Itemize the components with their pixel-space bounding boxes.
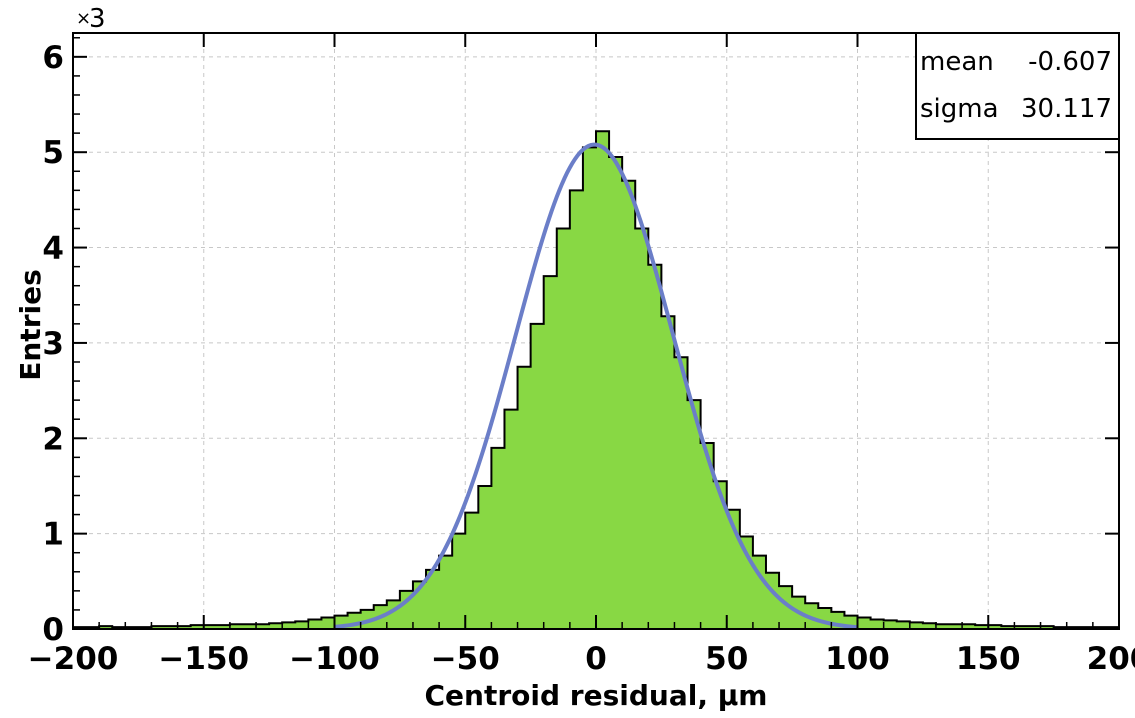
histogram-bar <box>935 624 950 629</box>
histogram-bar <box>295 621 309 629</box>
histogram-bar <box>883 620 898 629</box>
y-tick-label: 6 <box>42 40 64 76</box>
histogram-bar <box>177 626 192 629</box>
histogram-bar <box>661 316 676 629</box>
histogram-bar <box>1027 626 1042 629</box>
histogram-bar <box>962 624 976 629</box>
histogram-bar <box>190 625 205 629</box>
histogram-bar <box>282 622 296 629</box>
y-tick-label: 1 <box>42 517 64 553</box>
histogram-bar <box>1001 626 1015 629</box>
y-tick-label: 4 <box>42 231 64 267</box>
histogram-bar <box>556 228 571 629</box>
x-tick-label: 50 <box>705 641 748 677</box>
y-multiplier-label: 3 <box>89 4 106 34</box>
gaussian-fit-curve <box>334 142 858 630</box>
y-axis-title: Entries <box>14 269 47 381</box>
x-tick-label: 150 <box>956 641 1021 677</box>
histogram-bar <box>203 625 218 629</box>
histogram-bar <box>949 624 963 629</box>
histogram-bar <box>687 400 702 629</box>
stats-box-frame <box>915 32 1120 140</box>
histogram-bar <box>635 228 649 629</box>
x-tick-label: 100 <box>825 641 890 677</box>
stats-sigma-label: sigma <box>920 94 999 124</box>
stats-mean-label: mean <box>920 47 994 77</box>
histogram-bar <box>870 619 885 629</box>
histogram-bar <box>988 625 1002 629</box>
y-tick-label: 2 <box>42 421 64 457</box>
histogram-bar <box>517 366 532 629</box>
histogram-bar <box>713 481 728 629</box>
histogram-bar <box>609 156 623 629</box>
stats-sigma-value: 30.117 <box>1021 94 1112 124</box>
histogram-bar <box>1040 626 1055 629</box>
y-tick-label: 5 <box>42 135 64 171</box>
y-tick-label: 3 <box>42 326 64 362</box>
histogram-bars <box>73 131 1120 630</box>
y-axis-ticks: 0 1 2 3 4 5 6 <box>42 37 1119 648</box>
histogram-bar <box>779 586 793 629</box>
histogram-bar <box>975 625 989 629</box>
histogram-bar <box>151 626 166 629</box>
histogram-bar <box>805 603 819 629</box>
histogram-bar <box>543 276 558 629</box>
histogram-bar <box>909 622 924 629</box>
histogram-bar <box>569 190 584 629</box>
histogram-bar <box>922 623 937 629</box>
x-tick-label: 200 <box>1087 641 1135 677</box>
histogram-bar <box>491 447 506 629</box>
histogram-bar <box>269 623 283 629</box>
histogram-bar <box>582 147 597 629</box>
histogram-bar <box>321 617 336 629</box>
histogram-bar <box>256 624 270 629</box>
histogram-bar <box>164 626 179 629</box>
histogram-bar <box>857 617 872 629</box>
histogram-bar <box>622 180 636 630</box>
x-tick-label: −150 <box>158 641 249 677</box>
y-multiplier-prefix: × <box>76 8 91 29</box>
x-tick-label: −100 <box>289 641 380 677</box>
histogram-bar <box>674 357 689 629</box>
histogram-bar <box>818 608 832 629</box>
y-tick-label: 0 <box>42 612 64 648</box>
histogram-outline <box>73 130 1119 629</box>
x-tick-label: −200 <box>28 641 119 677</box>
histogram-bar <box>896 621 911 629</box>
stats-mean-value: -0.607 <box>1028 47 1112 77</box>
histogram-bar <box>596 131 610 629</box>
histogram-bar <box>1014 626 1029 629</box>
histogram-bar <box>426 569 440 629</box>
histogram-bar <box>765 572 780 629</box>
histogram-bar <box>530 323 545 629</box>
histogram-bar <box>439 555 453 629</box>
histogram-bar <box>308 619 323 629</box>
stats-box: mean -0.607 sigma 30.117 <box>915 32 1120 140</box>
x-tick-label: 0 <box>585 641 607 677</box>
histogram-bar <box>229 624 244 629</box>
histogram-bar <box>648 264 662 629</box>
x-axis-title: Centroid residual, μm <box>425 679 768 712</box>
histogram-bar <box>99 626 113 629</box>
histogram-bar <box>452 533 466 629</box>
histogram-bar <box>216 625 231 629</box>
histogram-bar <box>242 624 257 629</box>
histogram-bar <box>465 512 479 629</box>
x-tick-label: −50 <box>431 641 500 677</box>
histogram-bar <box>478 485 492 629</box>
histogram-bar <box>399 590 414 629</box>
histogram-bar <box>700 443 715 629</box>
histogram-bar <box>504 409 519 629</box>
